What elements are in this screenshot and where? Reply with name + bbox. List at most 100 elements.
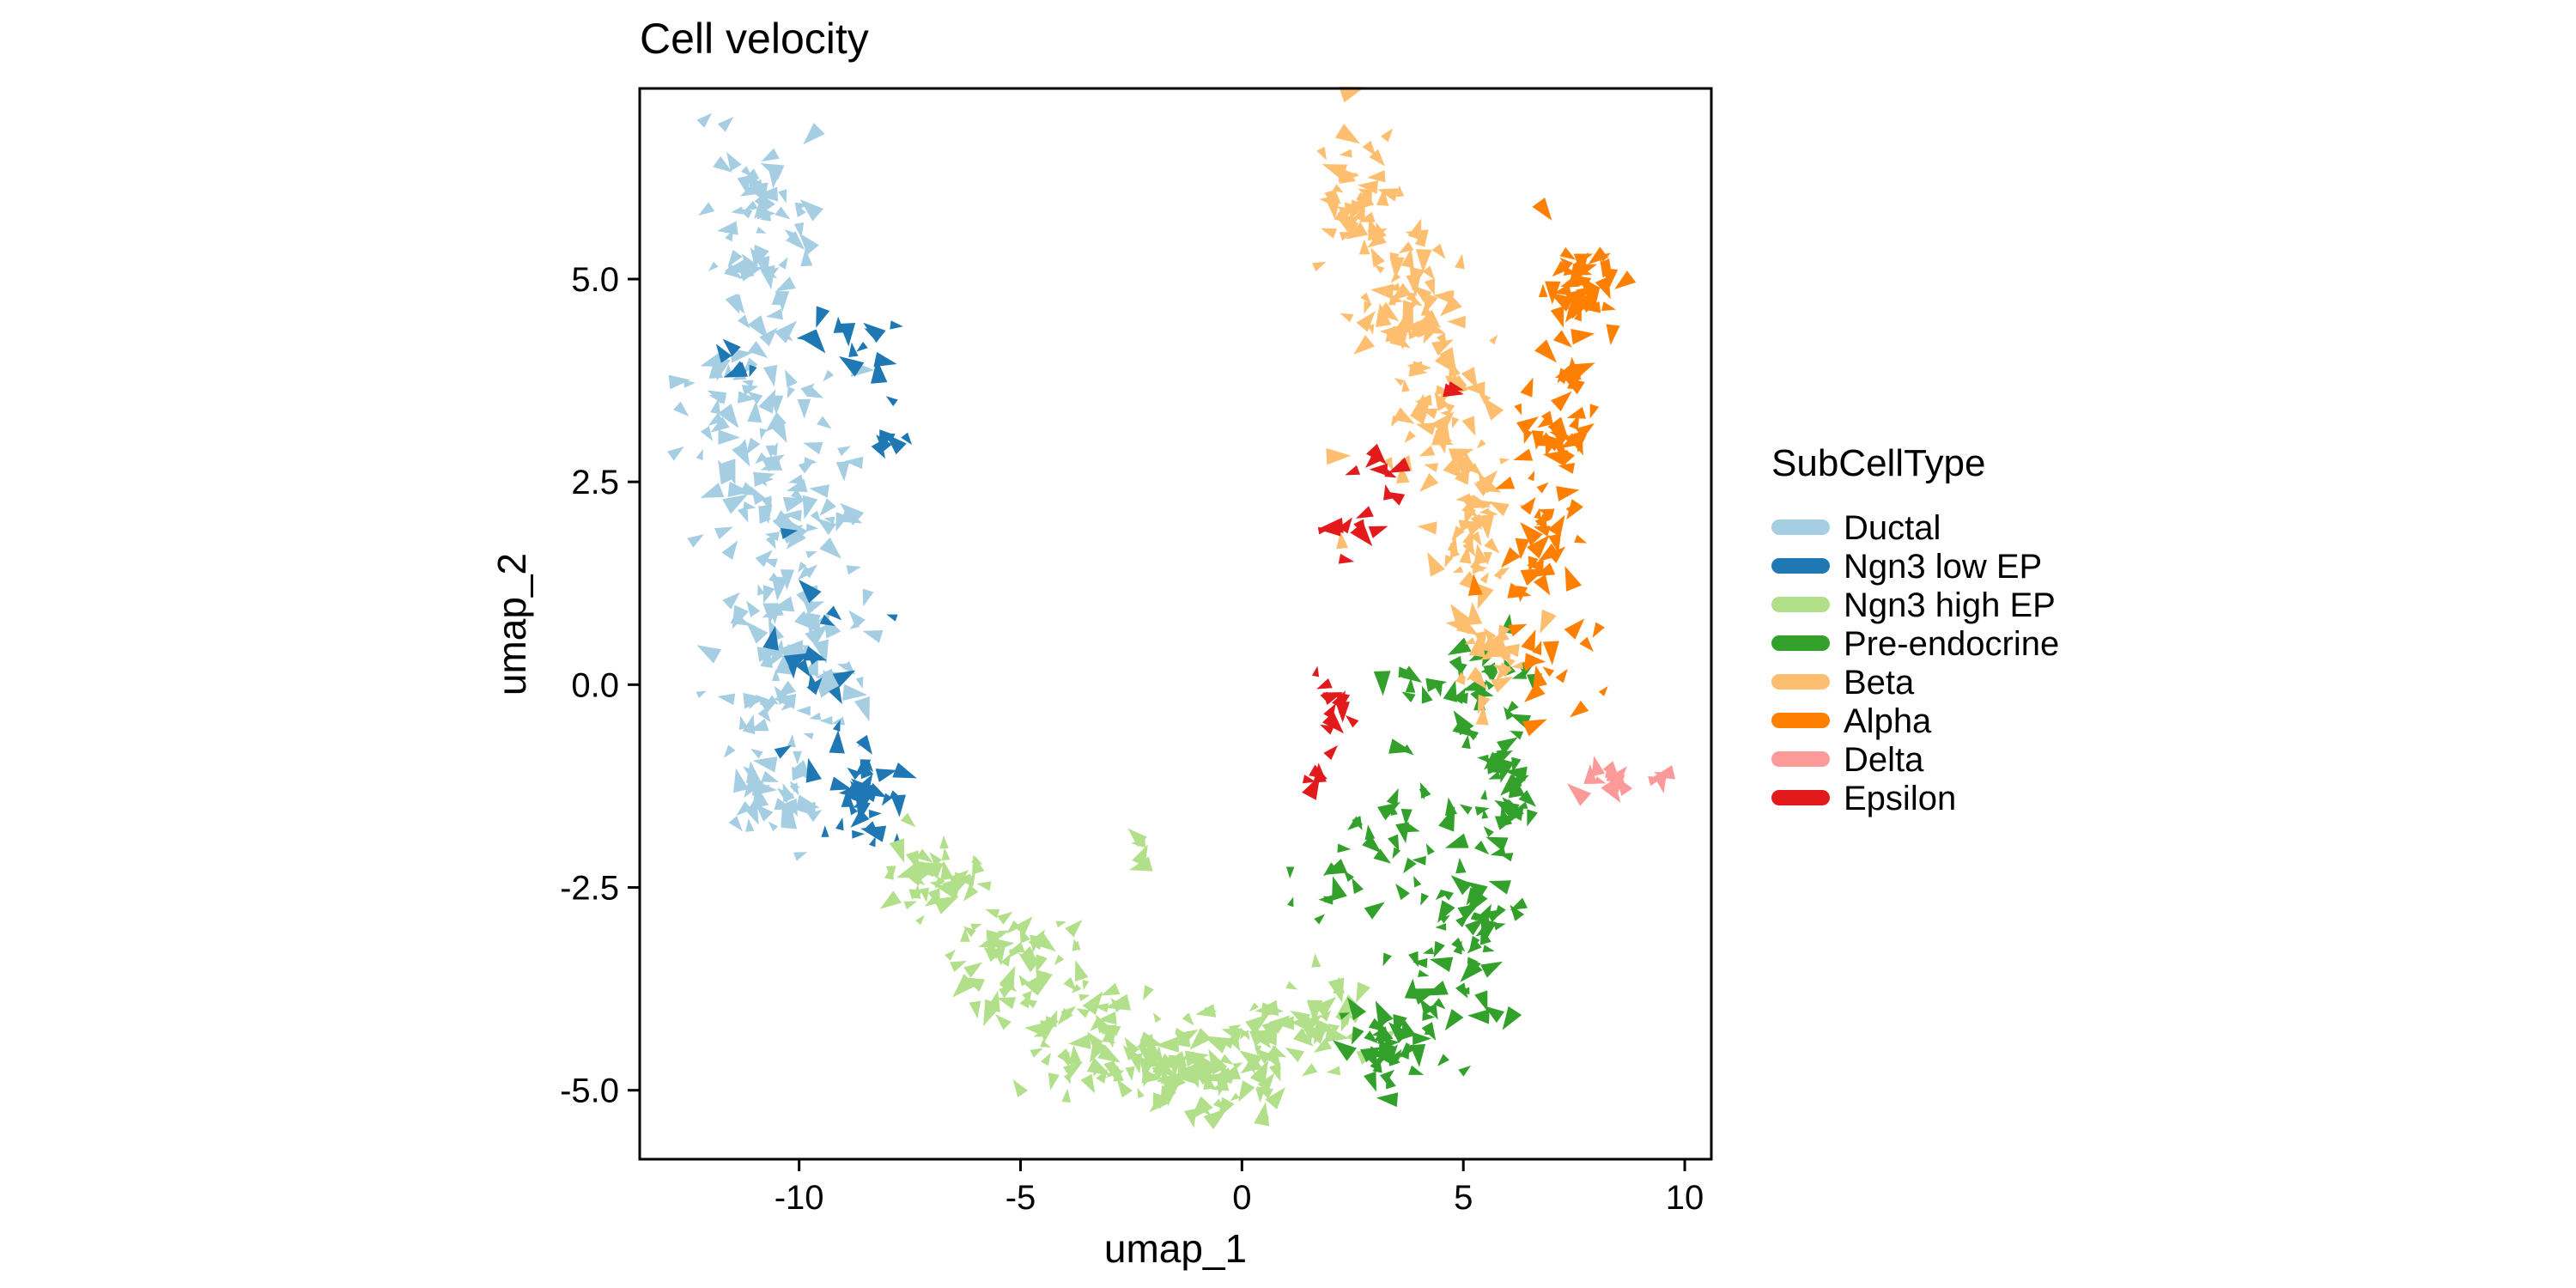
series-epsilon — [1302, 380, 1464, 800]
data-point — [1362, 835, 1382, 854]
data-point — [784, 369, 798, 388]
data-point — [856, 341, 868, 352]
data-point — [1358, 239, 1370, 255]
data-point — [972, 854, 985, 875]
data-point — [1479, 919, 1498, 945]
data-point — [724, 264, 743, 279]
data-point — [1368, 526, 1388, 538]
x-tick-label: -10 — [775, 1179, 824, 1217]
data-point — [1648, 776, 1664, 787]
data-point — [700, 426, 714, 441]
data-point — [1404, 430, 1417, 444]
data-point — [1595, 276, 1611, 300]
data-point — [752, 756, 778, 773]
data-point — [1364, 1050, 1379, 1069]
data-point — [1433, 998, 1446, 1010]
data-point — [727, 249, 743, 268]
data-point — [1211, 1079, 1230, 1091]
data-point — [996, 939, 1015, 951]
data-point — [1534, 438, 1542, 451]
data-point — [722, 338, 741, 357]
data-point — [747, 400, 762, 423]
data-point — [1424, 278, 1436, 296]
data-point — [747, 391, 763, 404]
data-point — [970, 923, 982, 931]
data-point — [849, 784, 867, 797]
data-point — [885, 396, 898, 407]
data-point — [710, 416, 730, 433]
data-point — [738, 208, 753, 219]
data-point — [1540, 609, 1557, 634]
data-point — [793, 852, 808, 861]
data-point — [796, 329, 817, 343]
data-point — [1030, 934, 1042, 953]
data-point — [1526, 534, 1550, 559]
data-point — [778, 257, 788, 270]
data-point — [1268, 1015, 1291, 1035]
data-point — [1407, 218, 1422, 240]
data-point — [793, 611, 815, 631]
data-point — [765, 497, 773, 509]
data-point — [1324, 189, 1337, 210]
data-point — [1218, 1065, 1242, 1080]
data-point — [1323, 896, 1334, 903]
data-point — [1268, 1062, 1281, 1082]
data-point — [1338, 553, 1355, 564]
data-point — [1369, 463, 1388, 477]
data-point — [1024, 999, 1037, 1009]
data-point — [794, 801, 816, 817]
data-point — [1203, 1036, 1230, 1054]
data-point — [714, 526, 733, 540]
data-point — [960, 927, 970, 942]
data-point — [745, 621, 769, 644]
data-point — [993, 947, 1005, 966]
points-layer — [667, 86, 1675, 1130]
data-point — [1326, 1066, 1341, 1076]
data-point — [1019, 993, 1032, 1009]
data-point — [1386, 788, 1399, 806]
data-point — [1018, 952, 1040, 973]
data-point — [1518, 790, 1537, 807]
data-point — [1316, 678, 1333, 690]
data-point — [1425, 843, 1435, 855]
data-point — [1409, 399, 1431, 425]
data-point — [1550, 306, 1564, 328]
data-point — [790, 489, 805, 501]
data-point — [1285, 981, 1298, 990]
data-point — [1469, 671, 1487, 690]
data-point — [1459, 804, 1473, 815]
data-point — [805, 624, 829, 647]
data-point — [1347, 816, 1364, 830]
data-point — [1228, 1024, 1242, 1034]
data-point — [1182, 1012, 1194, 1026]
data-point — [1420, 301, 1431, 316]
data-point — [723, 744, 736, 758]
data-point — [1414, 230, 1425, 247]
legend-label: Beta — [1844, 664, 1915, 702]
data-point — [1238, 1080, 1255, 1103]
data-point — [717, 693, 736, 706]
data-point — [1466, 666, 1483, 681]
data-point — [1477, 584, 1494, 610]
data-point — [741, 380, 754, 388]
data-point — [1386, 1072, 1396, 1090]
data-point — [1510, 904, 1525, 921]
data-point — [1447, 637, 1472, 655]
data-point — [826, 605, 842, 621]
data-point — [782, 496, 807, 513]
data-point — [1364, 190, 1373, 202]
data-point — [741, 168, 760, 182]
data-point — [1152, 1054, 1176, 1077]
data-point — [1492, 664, 1511, 677]
data-point — [668, 374, 691, 390]
data-point — [817, 682, 842, 698]
data-point — [1239, 1050, 1263, 1070]
data-point — [1547, 514, 1565, 538]
data-point — [1373, 671, 1391, 696]
data-point — [1601, 779, 1621, 803]
data-point — [781, 802, 799, 828]
data-point — [1497, 737, 1518, 754]
x-tick-label: 10 — [1666, 1179, 1704, 1217]
data-point — [1552, 330, 1572, 348]
x-tick-label: -5 — [1005, 1179, 1036, 1217]
